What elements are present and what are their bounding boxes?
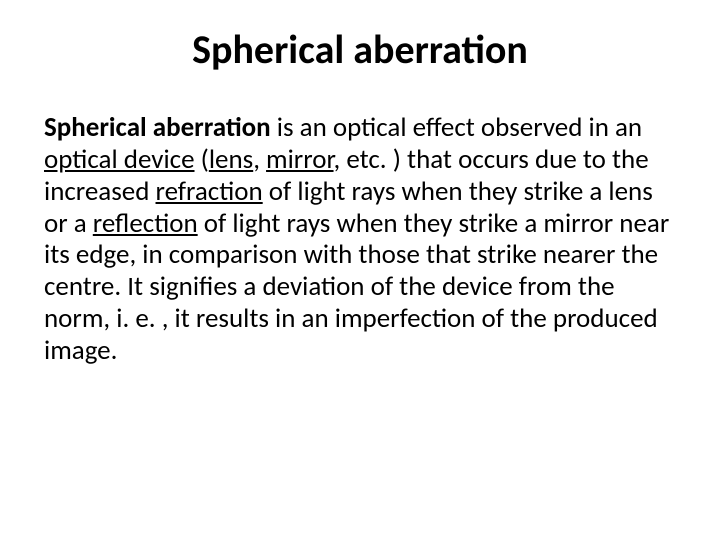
body-paragraph: Spherical aberration is an optical effec… xyxy=(44,112,676,367)
text-segment: ( xyxy=(195,143,209,176)
link-refraction[interactable]: refraction xyxy=(156,175,263,208)
text-segment: is an optical effect observed in an xyxy=(271,111,642,144)
link-mirror[interactable]: mirror xyxy=(266,143,334,176)
link-optical-device[interactable]: optical device xyxy=(44,143,195,176)
term-spherical-aberration: Spherical aberration xyxy=(44,111,271,144)
link-reflection[interactable]: reflection xyxy=(93,207,198,240)
text-segment: , xyxy=(253,143,266,176)
slide: Spherical aberration Spherical aberratio… xyxy=(0,0,720,540)
slide-title: Spherical aberration xyxy=(44,28,676,72)
link-lens[interactable]: lens xyxy=(209,143,253,176)
